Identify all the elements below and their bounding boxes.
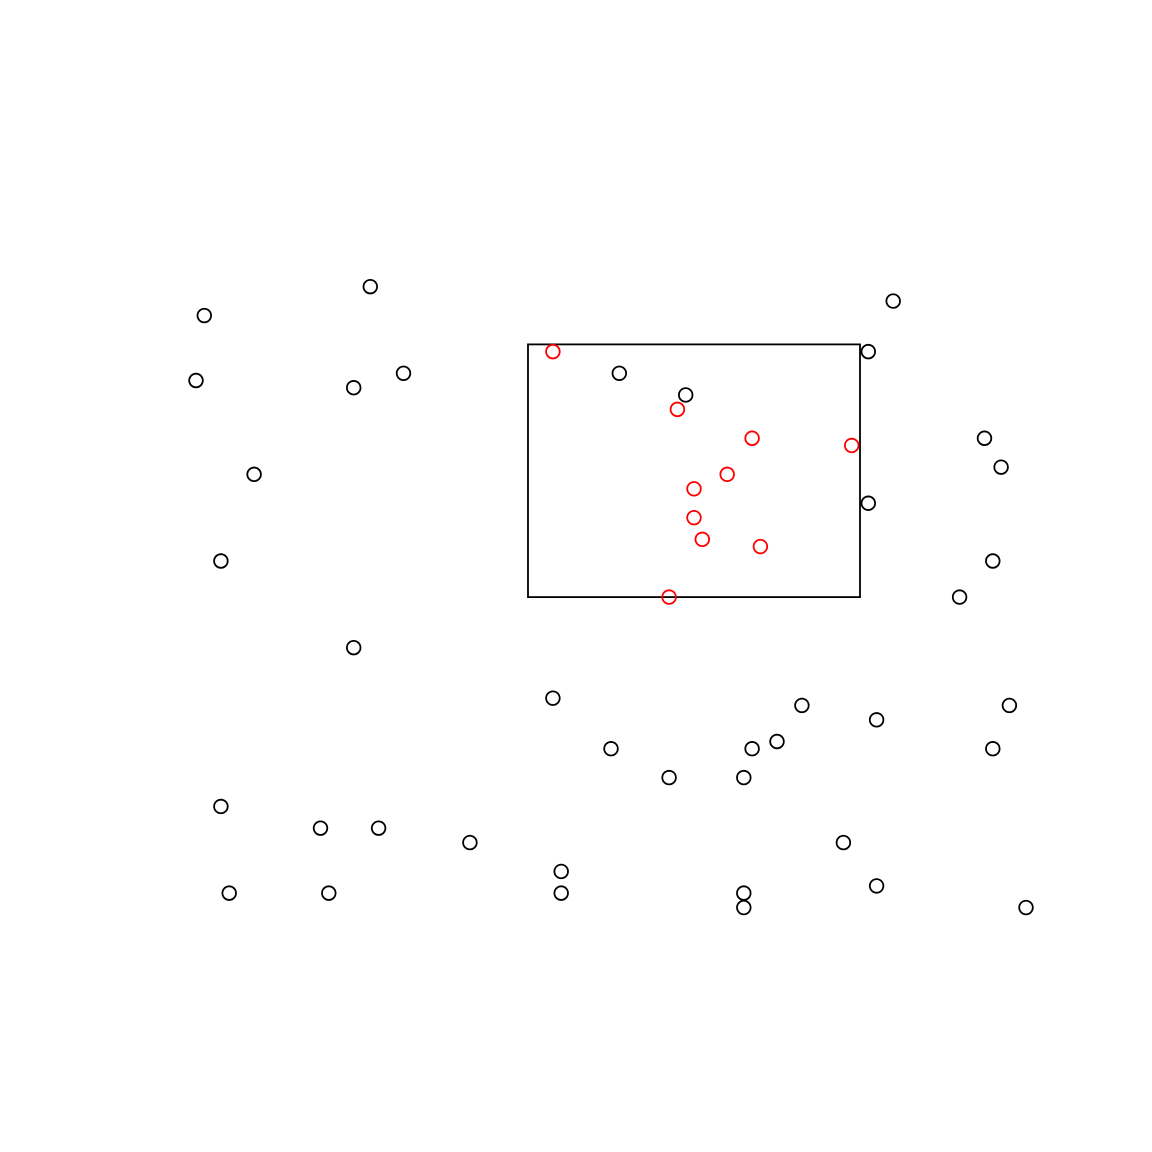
point-outside xyxy=(1018,899,1034,916)
point-outside xyxy=(736,885,752,901)
point-outside xyxy=(736,899,752,916)
point-outside xyxy=(603,741,619,757)
points-layer xyxy=(188,278,1034,916)
point-outside xyxy=(860,343,877,360)
point-outside xyxy=(794,697,810,714)
point-outside xyxy=(993,459,1009,475)
point-outside xyxy=(213,798,229,815)
point-outside xyxy=(868,712,885,728)
point-outside xyxy=(321,885,337,901)
point-outside xyxy=(1001,697,1018,714)
point-outside xyxy=(370,820,387,836)
point-outside xyxy=(196,307,213,324)
point-outside xyxy=(985,553,1001,569)
point-outside xyxy=(545,690,561,706)
point-outside xyxy=(951,589,968,605)
selection-region xyxy=(527,343,861,598)
point-outside xyxy=(221,885,237,901)
point-inside xyxy=(661,589,677,605)
point-outside xyxy=(985,741,1001,757)
point-outside xyxy=(395,365,412,381)
point-outside xyxy=(835,834,852,851)
point-outside xyxy=(362,278,379,295)
point-inside xyxy=(752,538,769,555)
point-inside xyxy=(844,437,860,454)
point-outside xyxy=(976,430,993,446)
point-outside xyxy=(312,820,329,836)
point-inside xyxy=(669,401,686,418)
point-outside xyxy=(868,878,885,894)
selection-region-layer xyxy=(527,343,861,598)
point-outside xyxy=(744,741,760,757)
point-outside xyxy=(246,466,262,483)
point-inside xyxy=(744,430,760,446)
point-inside xyxy=(694,531,711,548)
point-outside xyxy=(736,769,752,786)
point-outside xyxy=(860,495,877,511)
point-inside xyxy=(545,343,561,360)
point-outside xyxy=(611,365,628,381)
point-inside xyxy=(719,466,735,483)
point-outside xyxy=(346,639,362,656)
point-outside xyxy=(769,733,785,750)
point-outside xyxy=(462,834,478,851)
point-outside xyxy=(553,885,569,901)
point-outside xyxy=(661,769,677,786)
point-inside xyxy=(686,481,702,497)
point-outside xyxy=(885,293,901,309)
point-outside xyxy=(213,553,229,569)
point-inside xyxy=(686,509,702,526)
point-outside xyxy=(346,380,362,396)
point-outside xyxy=(678,387,694,403)
point-outside xyxy=(553,863,569,880)
point-outside xyxy=(188,372,204,389)
